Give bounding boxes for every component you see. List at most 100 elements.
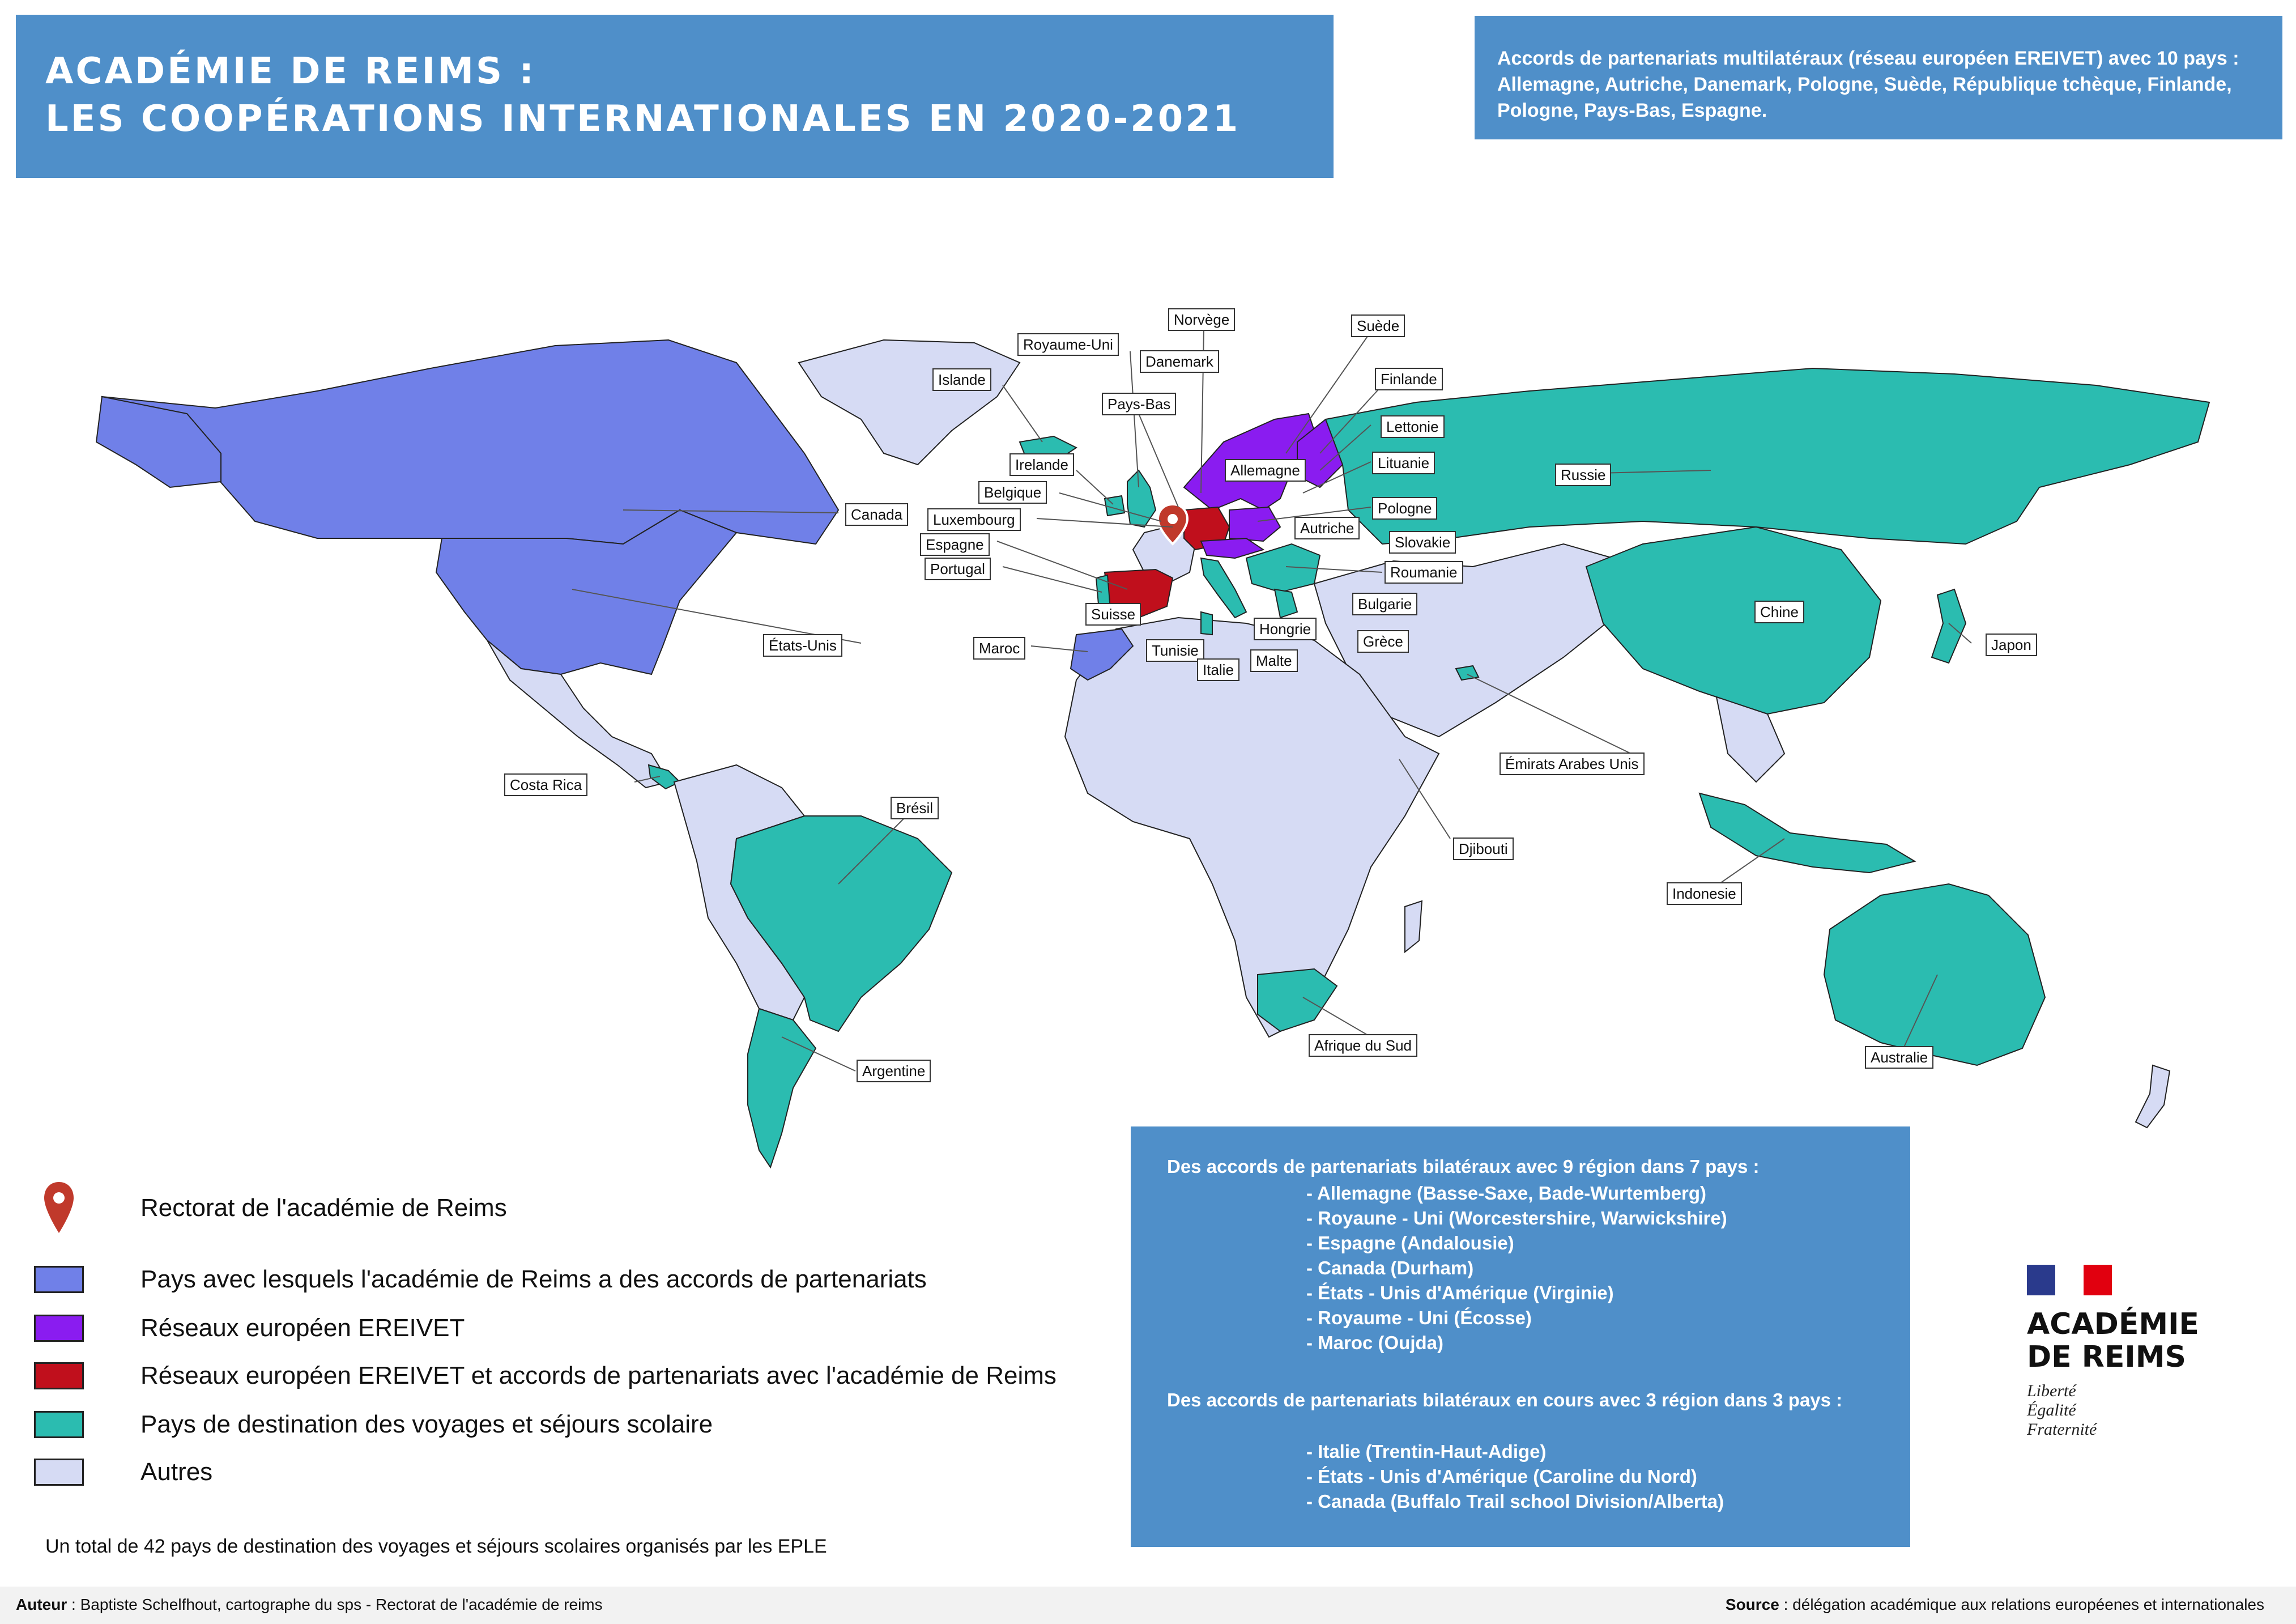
legend-label-ereivet: Réseaux européen EREIVET — [140, 1314, 465, 1342]
bilateral-pending-item: - Italie (Trentin-Haut-Adige) — [1306, 1441, 1547, 1462]
footer-source-label: Source — [1725, 1596, 1779, 1613]
country-japan — [1931, 588, 1967, 664]
label-bresil: Brésil — [891, 797, 939, 819]
bilateral-item: - Royaume - Uni (Écosse) — [1306, 1307, 1532, 1328]
multilateral-info-text: Accords de partenariats multilatéraux (r… — [1497, 48, 2239, 121]
country-sea — [1715, 696, 1786, 783]
label-tunisie: Tunisie — [1146, 639, 1204, 662]
total-destinations-text: Un total de 42 pays de destination des v… — [45, 1536, 827, 1557]
country-russia — [1324, 367, 2210, 545]
label-slovakie: Slovakie — [1389, 531, 1456, 554]
bilateral-item: - Allemagne (Basse-Saxe, Bade-Wurtemberg… — [1306, 1183, 1707, 1204]
motto-fraternite: Fraternité — [2027, 1420, 2097, 1439]
country-canada — [101, 339, 840, 545]
legend-label-rectorat: Rectorat de l'académie de Reims — [140, 1194, 507, 1222]
country-greece — [1273, 588, 1298, 619]
motto-egalite: Égalité — [2027, 1401, 2076, 1419]
bilateral-item: - Canada (Durham) — [1306, 1257, 1474, 1278]
label-indonesie: Indonesie — [1667, 882, 1742, 905]
country-new-zealand — [2135, 1064, 2171, 1129]
swatch-ereivet-partenariats — [34, 1362, 84, 1389]
label-argentine: Argentine — [857, 1060, 931, 1082]
label-allemagne: Allemagne — [1225, 459, 1306, 482]
label-danemark: Danemark — [1140, 350, 1219, 373]
country-austria-czech — [1200, 537, 1265, 559]
label-royaume-uni: Royaume-Uni — [1017, 333, 1119, 356]
country-brazil — [730, 815, 953, 1032]
bilateral-item: - Royaune - Uni (Worcestershire, Warwick… — [1306, 1208, 1727, 1228]
label-afrique-du-sud: Afrique du Sud — [1309, 1034, 1418, 1057]
bilateral-item: - États - Unis d'Amérique (Virginie) — [1306, 1282, 1614, 1303]
label-espagne: Espagne — [920, 533, 990, 556]
label-canada: Canada — [845, 503, 909, 526]
label-portugal: Portugal — [925, 558, 991, 580]
label-bulgarie: Bulgarie — [1352, 593, 1418, 615]
label-finlande: Finlande — [1375, 368, 1443, 390]
swatch-autres — [34, 1459, 84, 1486]
footer-author: Auteur : Baptiste Schelfhout, cartograph… — [16, 1596, 603, 1614]
legend-item-rectorat: Rectorat de l'académie de Reims — [34, 1182, 507, 1233]
motto-liberte: Liberté — [2027, 1381, 2076, 1400]
label-malte: Malte — [1250, 649, 1298, 672]
footer-author-text: : Baptiste Schelfhout, cartographe du sp… — [67, 1596, 603, 1613]
label-emirats-arabes-unis: Émirats Arabes Unis — [1500, 753, 1645, 775]
label-maroc: Maroc — [973, 637, 1026, 660]
logo-name-line-2: DE REIMS — [2027, 1340, 2186, 1374]
country-greenland — [798, 339, 1021, 466]
swatch-ereivet — [34, 1315, 84, 1342]
country-italy — [1200, 557, 1247, 619]
label-lettonie: Lettonie — [1381, 415, 1445, 438]
footer-source: Source : délégation académique aux relat… — [1726, 1596, 2264, 1614]
bilateral-heading-pending: Des accords de partenariats bilatéraux e… — [1167, 1389, 1843, 1410]
label-luxembourg: Luxembourg — [927, 508, 1021, 531]
bilateral-pending-item: - Canada (Buffalo Trail school Division/… — [1306, 1491, 1724, 1512]
country-indonesia — [1698, 792, 1916, 874]
country-madagascar — [1404, 900, 1423, 954]
legend-label-partenariats: Pays avec lesquels l'académie de Reims a… — [140, 1265, 927, 1293]
legend-label-destination: Pays de destination des voyages et séjou… — [140, 1410, 713, 1438]
legend-item-partenariats: Pays avec lesquels l'académie de Reims a… — [34, 1261, 927, 1298]
title-line-2: Les coopérations internationales en 2020… — [45, 98, 1241, 140]
label-autriche: Autriche — [1294, 517, 1360, 539]
swatch-partenariats — [34, 1266, 84, 1293]
label-lituanie: Lituanie — [1372, 452, 1435, 474]
legend-item-destination: Pays de destination des voyages et séjou… — [34, 1406, 713, 1443]
reims-map-pin — [1156, 503, 1189, 546]
label-australie: Australie — [1865, 1046, 1934, 1069]
multilateral-info-box: Accords de partenariats multilatéraux (r… — [1475, 16, 2282, 139]
map-legend: Rectorat de l'académie de Reims Pays ave… — [34, 1179, 1110, 1575]
logo-name-line-1: ACADÉMIE — [2027, 1307, 2199, 1341]
title-line-1: Académie de Reims : — [45, 50, 536, 92]
country-argentina — [747, 1007, 817, 1169]
logo-motto: Liberté Égalité Fraternité — [2027, 1381, 2231, 1439]
legend-label-ereivet-partenariats: Réseaux européen EREIVET et accords de p… — [140, 1362, 1057, 1389]
label-islande: Islande — [932, 368, 991, 391]
bilateral-agreements-box: Des accords de partenariats bilatéraux a… — [1131, 1126, 1910, 1547]
footer: Auteur : Baptiste Schelfhout, cartograph… — [0, 1587, 2296, 1624]
map-pin-icon — [34, 1180, 84, 1236]
label-pologne: Pologne — [1372, 497, 1438, 520]
legend-item-ereivet-partenariats: Réseaux européen EREIVET et accords de p… — [34, 1358, 1057, 1394]
marianne-flag-icon — [2027, 1265, 2112, 1295]
label-italie: Italie — [1197, 658, 1239, 681]
bilateral-item: - Maroc (Oujda) — [1306, 1332, 1444, 1353]
legend-item-ereivet: Réseaux européen EREIVET — [34, 1310, 465, 1346]
label-etats-unis: États-Unis — [763, 634, 842, 657]
label-suisse: Suisse — [1085, 603, 1141, 626]
swatch-destination — [34, 1411, 84, 1438]
label-djibouti: Djibouti — [1453, 837, 1514, 860]
country-alaska — [95, 396, 221, 488]
label-norvege: Norvège — [1168, 308, 1236, 331]
label-suede: Suède — [1351, 314, 1405, 337]
label-japon: Japon — [1986, 634, 2037, 656]
bilateral-heading-current: Des accords de partenariats bilatéraux a… — [1167, 1156, 1760, 1177]
country-china — [1585, 526, 1882, 715]
footer-source-text: : délégation académique aux relations eu… — [1779, 1596, 2264, 1613]
country-south-africa — [1257, 968, 1338, 1032]
label-russie: Russie — [1555, 464, 1612, 486]
label-pays-bas: Pays-Bas — [1102, 393, 1177, 415]
label-hongrie: Hongrie — [1254, 618, 1317, 640]
label-grece: Grèce — [1357, 630, 1409, 653]
academie-logo: ACADÉMIE DE REIMS Liberté Égalité Frater… — [2027, 1265, 2231, 1457]
